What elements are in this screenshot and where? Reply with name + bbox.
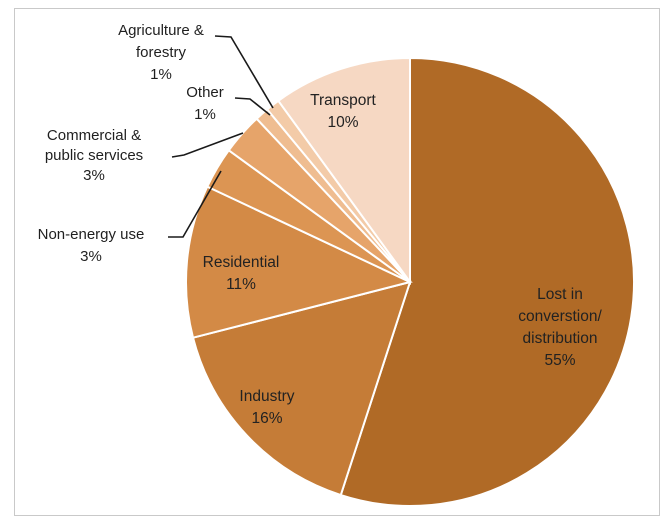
- slice-label: Commercial & public services 3%: [45, 127, 143, 184]
- slice-label: Transport 10%: [310, 92, 376, 131]
- leader-line: [214, 35, 274, 109]
- slice-label: Agriculture & forestry 1%: [118, 22, 204, 83]
- slice-name-label: Transport: [310, 92, 376, 109]
- slice-name-label: Commercial &: [47, 127, 141, 144]
- slice-name-label: converstion/: [518, 308, 602, 325]
- pie-slice: [185, 185, 413, 339]
- slice-percent-label: 10%: [327, 114, 358, 131]
- slice-label: Lost in converstion/distribution 55%: [518, 286, 602, 369]
- leader-lines: [168, 35, 274, 238]
- leader-line: [234, 97, 271, 116]
- slice-name-label: Industry: [239, 388, 294, 405]
- slice-name-label: public services: [45, 147, 143, 164]
- leader-line: [171, 132, 244, 158]
- slice-percent-label: 11%: [226, 276, 256, 293]
- slice-name-label: Other: [186, 84, 224, 101]
- slice-percent-label: 3%: [80, 248, 102, 265]
- slice-name-label: Lost in: [537, 286, 583, 303]
- slice-name-label: Non-energy use: [38, 226, 145, 243]
- slice-label: Non-energy use 3%: [38, 226, 145, 265]
- slice-label: Other 1%: [186, 84, 224, 123]
- pie-slice: [339, 56, 635, 507]
- pie-slices: [185, 56, 635, 507]
- slice-name-label: Agriculture &: [118, 22, 204, 39]
- slice-percent-label: 3%: [83, 167, 105, 184]
- pie-chart: Lost in converstion/distribution 55% Indust…: [38, 22, 635, 507]
- slice-name-label: forestry: [136, 44, 187, 61]
- slice-name-label: distribution: [523, 330, 598, 347]
- pie-slice: [276, 56, 411, 286]
- slice-labels: Lost in converstion/distribution 55% Indust…: [38, 22, 603, 427]
- slice-percent-label: 16%: [251, 410, 282, 427]
- slice-percent-label: 1%: [194, 106, 216, 123]
- slice-label: Residential 11%: [203, 254, 280, 293]
- pie-slice: [191, 280, 412, 497]
- chart-frame: Lost in converstion/distribution 55% Indust…: [14, 8, 660, 516]
- slice-label: Industry 16%: [239, 388, 294, 427]
- slice-percent-label: 1%: [150, 66, 172, 83]
- slice-percent-label: 55%: [544, 352, 575, 369]
- slice-name-label: Residential: [203, 254, 280, 271]
- leader-line: [168, 170, 222, 238]
